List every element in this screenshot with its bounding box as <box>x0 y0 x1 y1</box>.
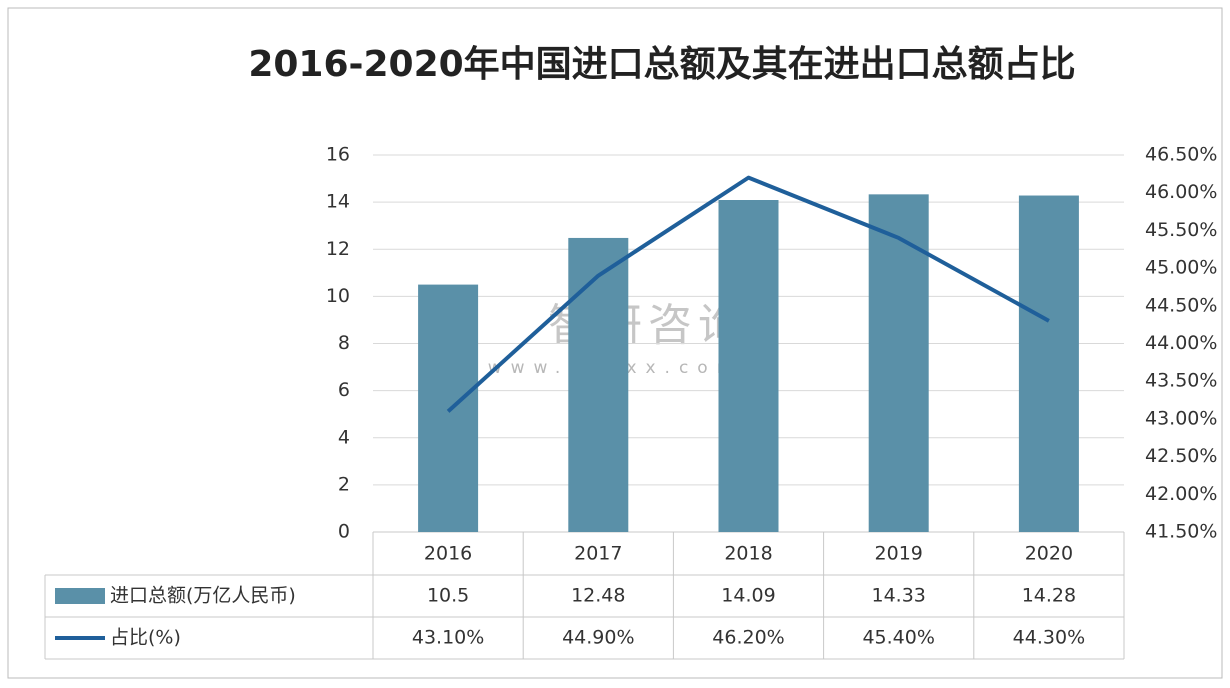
bar <box>1018 195 1079 532</box>
legend-label: 占比(%) <box>110 627 181 649</box>
table-value: 45.40% <box>862 627 934 649</box>
table-value: 14.33 <box>871 585 925 607</box>
bar <box>568 237 629 532</box>
legend-symbol <box>55 588 105 604</box>
y2-tick-label: 43.50% <box>1145 370 1217 392</box>
y2-tick-label: 41.50% <box>1145 521 1217 543</box>
table-value: 44.90% <box>562 627 634 649</box>
y-tick-label: 2 <box>338 473 350 495</box>
y-tick-label: 8 <box>338 332 350 354</box>
frame <box>7 7 1223 679</box>
line <box>446 175 1050 413</box>
y-tick-label: 14 <box>326 191 350 213</box>
x-tick-label: 2016 <box>424 543 472 565</box>
x-tick-label: 2017 <box>574 543 622 565</box>
x-tick-label: 2019 <box>875 543 923 565</box>
y2-tick-label: 43.00% <box>1145 407 1217 429</box>
bar <box>418 284 479 532</box>
y-tick-label: 6 <box>338 379 350 401</box>
y2-tick-label: 46.50% <box>1145 144 1217 166</box>
table-value: 10.5 <box>427 585 469 607</box>
legend-label: 进口总额(万亿人民币) <box>110 585 296 607</box>
y-tick-label: 16 <box>326 144 350 166</box>
y2-tick-label: 42.00% <box>1145 483 1217 505</box>
y2-tick-label: 44.00% <box>1145 332 1217 354</box>
table-value: 12.48 <box>571 585 625 607</box>
y-tick-label: 4 <box>338 426 350 448</box>
y2-tick-label: 45.50% <box>1145 219 1217 241</box>
y-tick-label: 12 <box>326 238 350 260</box>
table-value: 46.20% <box>712 627 784 649</box>
x-tick-label: 2020 <box>1025 543 1073 565</box>
y2-tick-label: 46.00% <box>1145 181 1217 203</box>
table-value: 44.30% <box>1013 627 1085 649</box>
table-value: 14.28 <box>1022 585 1076 607</box>
chart-title: 2016-2020年中国进口总额及其在进出口总额占比 <box>248 44 1075 85</box>
y-tick-label: 0 <box>338 521 350 543</box>
y2-tick-label: 45.00% <box>1145 257 1217 279</box>
y2-tick-label: 44.50% <box>1145 294 1217 316</box>
y-tick-label: 10 <box>326 285 350 307</box>
bar <box>718 200 779 532</box>
y2-tick-label: 42.50% <box>1145 445 1217 467</box>
table-value: 43.10% <box>412 627 484 649</box>
bar <box>868 194 929 533</box>
table-value: 14.09 <box>721 585 775 607</box>
x-tick-label: 2018 <box>724 543 772 565</box>
